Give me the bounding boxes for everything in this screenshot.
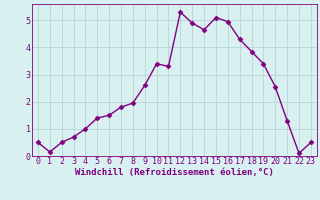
- X-axis label: Windchill (Refroidissement éolien,°C): Windchill (Refroidissement éolien,°C): [75, 168, 274, 177]
